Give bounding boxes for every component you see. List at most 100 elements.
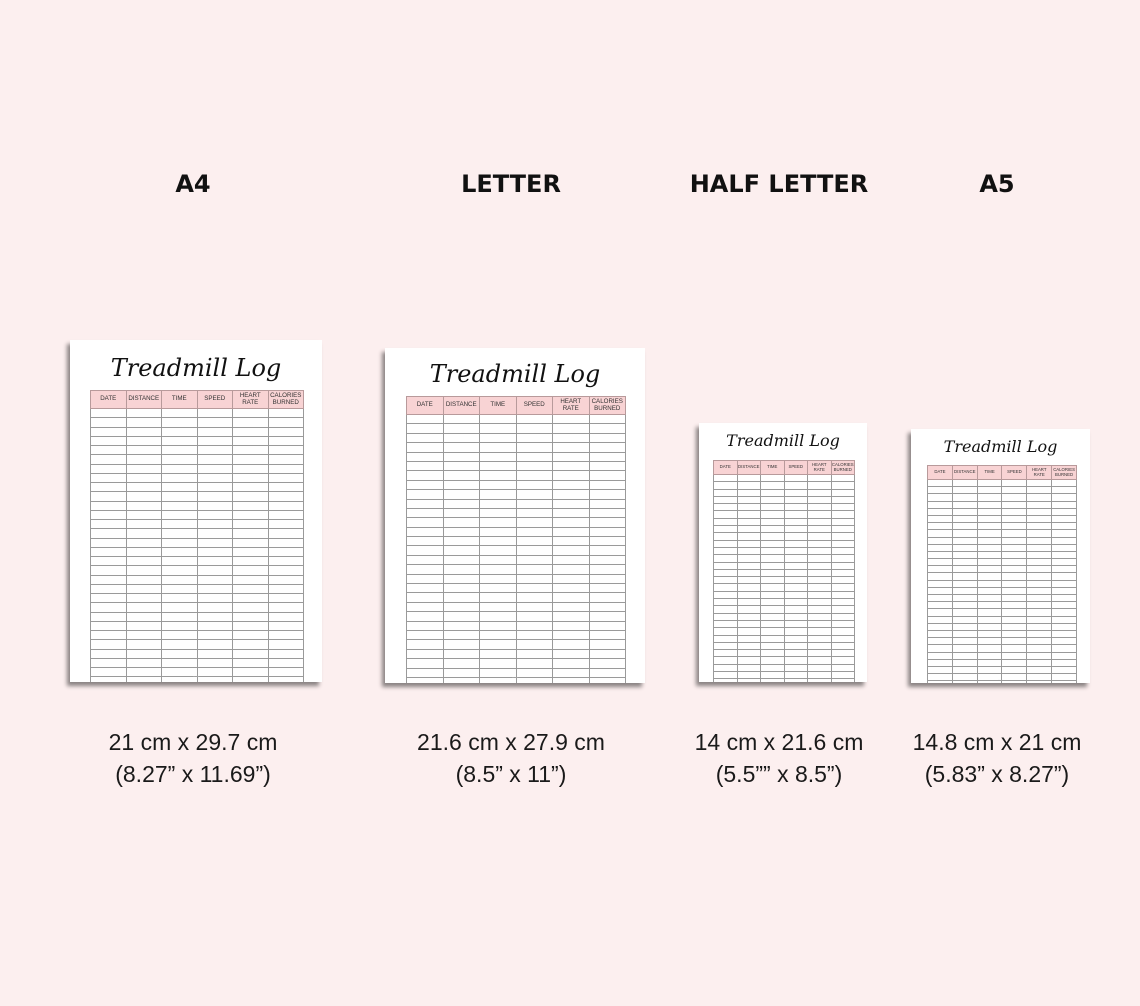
table-cell [783, 598, 808, 607]
table-cell [1051, 629, 1077, 639]
table-cell [713, 619, 738, 629]
table-cell [406, 592, 444, 603]
table-row [406, 432, 626, 444]
table-cell [927, 593, 953, 603]
table-cell [976, 629, 1003, 639]
table-cell [927, 550, 953, 560]
table-cell [406, 451, 444, 462]
table-cell [976, 644, 1003, 653]
column-header: TIME [760, 460, 785, 475]
table-row [90, 518, 304, 530]
table-cell [927, 536, 953, 545]
table-cell [161, 463, 198, 474]
table-row [927, 514, 1077, 524]
table-cell [479, 517, 517, 528]
table-cell [552, 573, 590, 585]
table-cell [267, 620, 304, 632]
table-cell [1026, 493, 1053, 502]
table-cell [830, 649, 855, 658]
table-cell [927, 665, 953, 675]
table-cell [267, 629, 304, 641]
table-row [927, 550, 1077, 560]
table-row [713, 612, 855, 621]
table-cell [161, 481, 198, 493]
table-cell [736, 612, 761, 621]
table-row [713, 663, 855, 673]
table-cell [830, 503, 855, 512]
table-cell [90, 657, 127, 669]
table-cell [976, 529, 1003, 538]
table-cell [976, 558, 1003, 567]
table-cell [736, 605, 761, 614]
column-header: HEART RATE [807, 460, 832, 475]
table-row [406, 498, 626, 509]
table-cell [976, 500, 1003, 509]
table-cell [196, 528, 233, 539]
table-cell [1026, 529, 1053, 538]
table-cell [1001, 507, 1028, 516]
table-cell [515, 592, 553, 603]
table-cell [783, 554, 808, 563]
table-cell [927, 493, 953, 502]
table-cell [951, 629, 978, 639]
table-cell [125, 407, 162, 419]
table-cell [442, 592, 480, 603]
table-cell [406, 442, 444, 453]
table-cell [736, 576, 761, 585]
table-cell [588, 470, 626, 481]
table-cell [927, 558, 953, 567]
table-cell [515, 470, 553, 481]
column-header: CALORIES BURNED [1051, 465, 1077, 480]
table-cell [760, 554, 785, 563]
table-row [713, 627, 855, 636]
size-label-half-letter: HALF LETTER [689, 170, 869, 198]
table-cell [588, 545, 626, 556]
table-cell [807, 495, 832, 505]
table-cell [196, 583, 233, 595]
table-cell [1051, 593, 1077, 603]
table-cell [976, 593, 1003, 603]
table-cell [1051, 680, 1077, 683]
table-cell [479, 611, 517, 622]
table-cell [1051, 572, 1077, 581]
table-row [406, 423, 626, 434]
table-row [90, 472, 304, 484]
table-row [927, 651, 1077, 660]
table-cell [736, 619, 761, 629]
table-cell [232, 583, 269, 595]
table-cell [479, 583, 517, 594]
table-cell [927, 651, 953, 660]
table-cell [232, 574, 269, 585]
table-row [90, 602, 304, 613]
table-cell [442, 489, 480, 500]
table-cell [1051, 665, 1077, 675]
table-cell [783, 649, 808, 658]
table-header-row: DATE DISTANCE TIME SPEED HEART RATE CALORIES … [90, 390, 304, 409]
table-cell [830, 583, 855, 592]
table-cell [196, 472, 233, 484]
table-cell [1001, 644, 1028, 653]
table-cell [951, 593, 978, 603]
table-cell [783, 510, 808, 519]
table-cell [951, 493, 978, 502]
table-cell [267, 435, 304, 447]
column-header: SPEED [515, 396, 553, 415]
table-cell [552, 564, 590, 575]
table-cell [406, 526, 444, 538]
table-cell [442, 629, 480, 641]
table-cell [1026, 644, 1053, 653]
table-cell [125, 639, 162, 650]
table-cell [552, 517, 590, 528]
table-cell [406, 470, 444, 481]
table-row [927, 586, 1077, 596]
table-row [406, 648, 626, 660]
table-cell [951, 615, 978, 624]
table-cell [760, 561, 785, 570]
table-cell [90, 500, 127, 511]
table-cell [1026, 579, 1053, 588]
table-cell [927, 680, 953, 683]
table-cell [1051, 651, 1077, 660]
table-cell [807, 546, 832, 556]
table-row [406, 413, 626, 425]
table-cell [807, 481, 832, 490]
